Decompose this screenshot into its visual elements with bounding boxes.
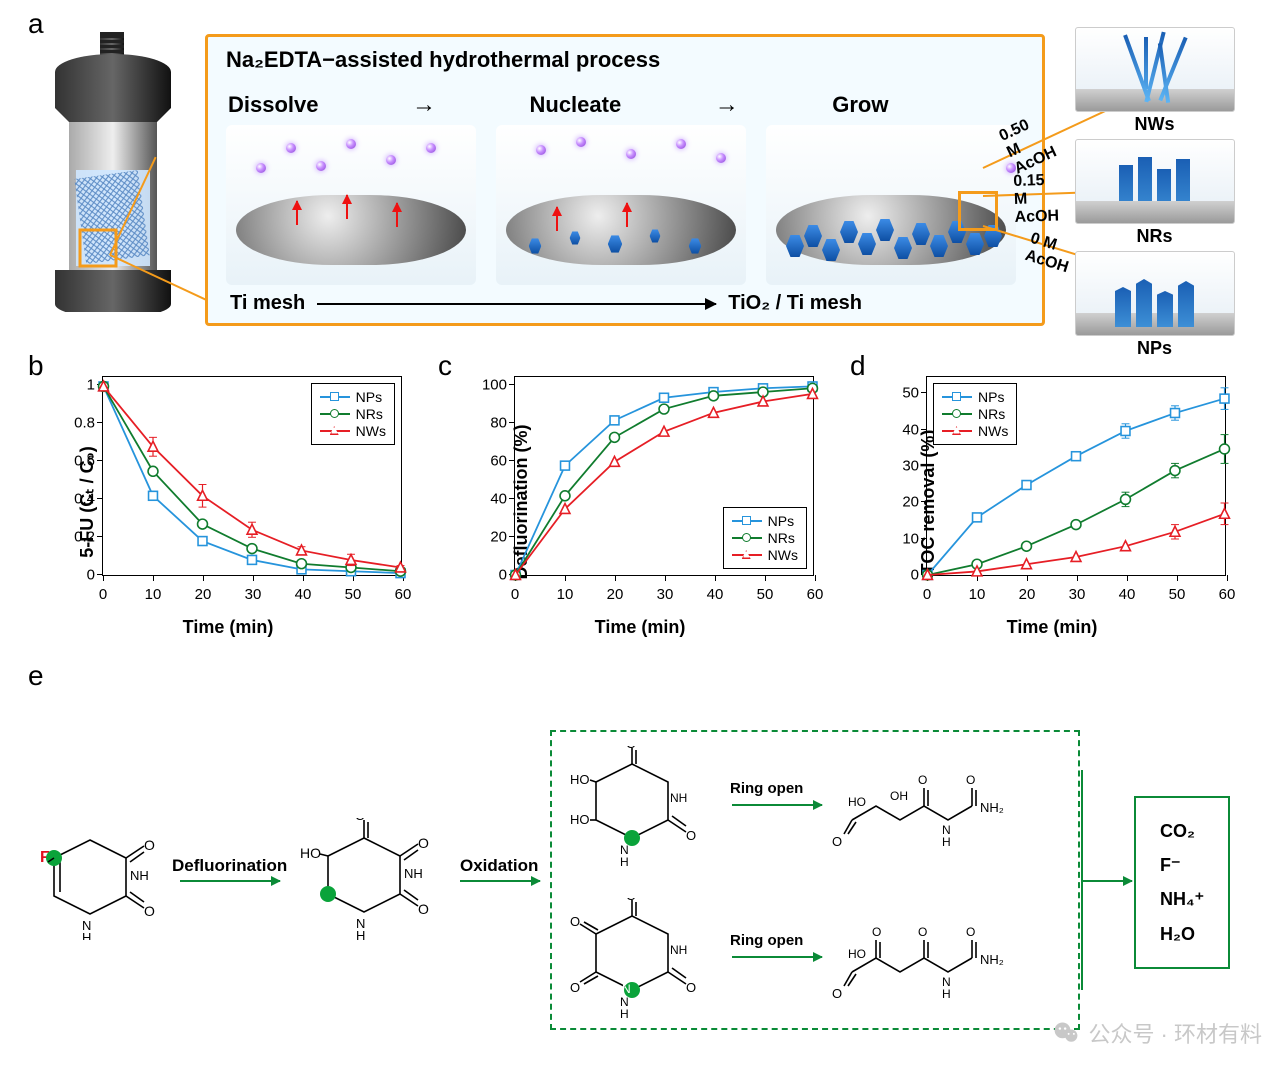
- label-oxidation: Oxidation: [460, 856, 538, 876]
- nps-label: NPs: [1137, 338, 1172, 359]
- bracket-line: [1080, 770, 1090, 990]
- product-co2: CO₂: [1160, 814, 1204, 848]
- svg-text:O: O: [966, 925, 975, 939]
- svg-text:O: O: [144, 837, 155, 853]
- long-arrow-icon: [317, 303, 716, 305]
- nrs-label: NRs: [1136, 226, 1172, 247]
- output-nrs: NRs: [1047, 139, 1262, 247]
- svg-text:HO: HO: [848, 947, 866, 961]
- arrow-oxidation: [460, 880, 540, 882]
- svg-text:H: H: [620, 1007, 629, 1021]
- svg-text:O: O: [872, 925, 881, 939]
- svg-text:O: O: [832, 986, 842, 1001]
- product-f: F⁻: [1160, 848, 1204, 882]
- output-nps: NPs: [1047, 251, 1262, 359]
- chart-d-plot: 010203040506001020304050NPsNRsNWs: [926, 376, 1226, 576]
- mol-top-open: O HO OH O NH O NH₂: [832, 750, 1062, 863]
- stage-grow: Grow: [832, 92, 888, 118]
- svg-text:O: O: [918, 773, 927, 787]
- svg-text:H: H: [942, 835, 951, 849]
- chart-c: Defluorination (%) Time (min) 0102030405…: [442, 362, 838, 642]
- svg-text:O: O: [570, 980, 580, 995]
- chart-b-plot: 010203040506000.20.40.60.81NPsNRsNWs: [102, 376, 402, 576]
- svg-text:O: O: [144, 903, 155, 919]
- svg-text:O: O: [570, 914, 580, 929]
- process-box: Na₂EDTA−assisted hydrothermal process Di…: [205, 34, 1045, 326]
- svg-text:HO: HO: [300, 845, 321, 861]
- mechanism: F O O NH N H Defluorination HO O OO NH N…: [30, 710, 1250, 1030]
- svg-text:O: O: [686, 828, 696, 843]
- svg-text:H: H: [620, 855, 629, 869]
- svg-text:O: O: [832, 834, 842, 849]
- product-nh4: NH₄⁺: [1160, 882, 1204, 916]
- svg-text:HO: HO: [848, 795, 866, 809]
- svg-text:NH₂: NH₂: [980, 952, 1004, 967]
- svg-text:O: O: [686, 980, 696, 995]
- svg-text:NH₂: NH₂: [980, 800, 1004, 815]
- svg-text:OH: OH: [890, 789, 908, 803]
- svg-text:NH: NH: [670, 943, 687, 957]
- mol-bot-ring: OO O NH O N NH: [570, 898, 720, 1025]
- label-ringopen-bot: Ring open: [730, 932, 803, 949]
- stage-nucleate: Nucleate: [530, 92, 622, 118]
- svg-text:O: O: [418, 835, 429, 851]
- arrow-defluorination: [180, 880, 280, 882]
- svg-text:NH: NH: [130, 868, 149, 883]
- output-nws: NWs: [1047, 27, 1262, 135]
- chart-c-plot: 0102030405060020406080100NPsNRsNWs: [514, 376, 814, 576]
- chart-d: TOC removal (%) Time (min) 0102030405060…: [854, 362, 1250, 642]
- mol-top-ring: HO HO O NH O NH: [570, 746, 720, 873]
- label-defluorination: Defluorination: [172, 856, 287, 876]
- svg-text:O: O: [918, 925, 927, 939]
- render-row: [226, 125, 1026, 285]
- ti-mesh-label: Ti mesh: [230, 292, 305, 315]
- arrow-ringopen-top: [732, 804, 822, 806]
- autoclave-render: [36, 32, 191, 312]
- render-nucleate: [496, 125, 746, 285]
- mol-bot-open: O HO O O NH O NH₂: [832, 902, 1062, 1015]
- svg-text:HO: HO: [570, 812, 590, 827]
- nws-label: NWs: [1135, 114, 1175, 135]
- svg-text:H: H: [82, 930, 91, 940]
- panel-a: Na₂EDTA−assisted hydrothermal process Di…: [30, 22, 1250, 342]
- svg-text:O: O: [355, 818, 365, 823]
- product-h2o: H₂O: [1160, 917, 1204, 951]
- svg-text:NH: NH: [670, 791, 687, 805]
- products-box: CO₂ F⁻ NH₄⁺ H₂O: [1134, 796, 1230, 969]
- process-title: Na₂EDTA−assisted hydrothermal process: [226, 47, 660, 73]
- wechat-icon: [1052, 1019, 1080, 1047]
- arrow-icon: →: [412, 91, 436, 119]
- stage-row: Dissolve → Nucleate → Grow: [228, 91, 1022, 119]
- svg-text:O: O: [626, 898, 636, 903]
- mol-5fu: F O O NH N H: [40, 820, 170, 943]
- svg-text:HO: HO: [570, 772, 590, 787]
- svg-text:NH: NH: [404, 866, 423, 881]
- watermark-text: 公众号 · 环材有料: [1088, 1017, 1262, 1049]
- label-ringopen-top: Ring open: [730, 780, 803, 797]
- panel-e: F O O NH N H Defluorination HO O OO NH N…: [30, 680, 1250, 1032]
- svg-text:O: O: [626, 746, 636, 751]
- chart-c-xlabel: Time (min): [595, 617, 686, 638]
- autoclave-svg: [36, 32, 191, 312]
- chart-d-xlabel: Time (min): [1007, 617, 1098, 638]
- render-grow: [766, 125, 1016, 285]
- svg-text:N: N: [622, 982, 631, 996]
- tio2-mesh-label: TiO₂ / Ti mesh: [728, 292, 862, 315]
- watermark: 公众号 · 环材有料: [1052, 1017, 1262, 1049]
- render-dissolve: [226, 125, 476, 285]
- chart-b: 5-FU (Cₜ / C₀) Time (min) 01020304050600…: [30, 362, 426, 642]
- stage-dissolve: Dissolve: [228, 92, 319, 118]
- arrow-ringopen-bot: [732, 956, 822, 958]
- timesh-row: Ti mesh TiO₂ / Ti mesh: [230, 292, 862, 315]
- output-column: NWs NRs NPs: [1047, 27, 1262, 359]
- arrow-icon: →: [715, 91, 739, 119]
- charts-row: 5-FU (Cₜ / C₀) Time (min) 01020304050600…: [30, 362, 1250, 642]
- chart-b-xlabel: Time (min): [183, 617, 274, 638]
- svg-text:O: O: [966, 773, 975, 787]
- svg-text:H: H: [356, 928, 365, 943]
- mol-intermediate: HO O OO NH NH: [300, 818, 450, 947]
- svg-text:O: O: [418, 901, 429, 917]
- svg-text:H: H: [942, 987, 951, 1001]
